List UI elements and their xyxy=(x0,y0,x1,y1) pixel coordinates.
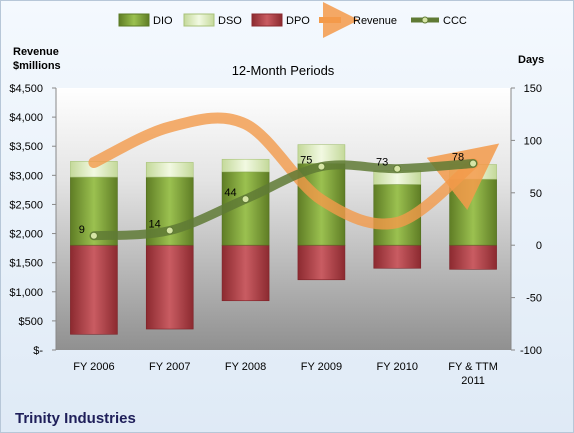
category-label: FY 2007 xyxy=(149,361,190,373)
bar-dpo xyxy=(145,244,194,330)
legend: DIO DSO DPO Revenue CCC xyxy=(118,2,467,38)
category-label: FY 2010 xyxy=(377,361,418,373)
left-tick-label: $4,500 xyxy=(9,83,43,95)
right-tick-label: -50 xyxy=(526,293,542,305)
right-tick-label: 0 xyxy=(536,240,542,252)
left-tick-label: $2,000 xyxy=(9,229,43,241)
bar-dio xyxy=(449,178,497,246)
legend-label-revenue: Revenue xyxy=(353,15,397,27)
plot-area xyxy=(56,88,511,350)
category-label: 2011 xyxy=(461,375,485,387)
left-tick-label: $4,000 xyxy=(9,112,43,124)
legend-swatch-dio xyxy=(118,13,150,27)
right-tick-label: 100 xyxy=(524,135,542,147)
ccc-data-label: 78 xyxy=(452,151,464,163)
legend-swatch-dpo xyxy=(251,13,283,27)
bar-dpo xyxy=(373,244,422,269)
left-tick-label: $2,500 xyxy=(9,199,43,211)
ccc-data-label: 14 xyxy=(149,219,161,231)
legend-swatch-dso xyxy=(183,13,215,27)
ccc-data-label: 73 xyxy=(376,157,388,169)
ccc-point xyxy=(165,226,174,235)
lines-group: 9 14 44 75 73 78 xyxy=(79,112,500,241)
chart-title: 12-Month Periods xyxy=(232,63,335,78)
ccc-point xyxy=(89,231,98,240)
bar-dpo xyxy=(449,244,497,270)
company-name: Trinity Industries xyxy=(15,410,136,427)
left-tick-label: $1,000 xyxy=(9,287,43,299)
ccc-point xyxy=(241,195,250,204)
category-label: FY 2006 xyxy=(73,361,114,373)
bar-dso xyxy=(221,158,270,173)
ccc-point xyxy=(469,159,478,168)
revenue-line xyxy=(88,112,500,230)
right-tick-label: 50 xyxy=(530,188,542,200)
right-axis-label: Days xyxy=(518,54,544,66)
category-label: FY 2009 xyxy=(301,361,342,373)
bar-dso xyxy=(145,162,194,178)
legend-label-dso: DSO xyxy=(218,15,242,27)
category-label: FY & TTM xyxy=(448,361,498,373)
left-tick-label: $500 xyxy=(19,316,43,328)
bar-dpo xyxy=(221,244,270,302)
left-axis-label-line1: Revenue xyxy=(13,46,59,58)
bar-dpo xyxy=(297,244,346,281)
left-tick-label: $3,000 xyxy=(9,170,43,182)
ccc-data-label: 75 xyxy=(300,155,312,167)
left-tick-label: $1,500 xyxy=(9,258,43,270)
legend-marker-ccc xyxy=(421,16,429,24)
ccc-point xyxy=(317,162,326,171)
category-label: FY 2008 xyxy=(225,361,266,373)
left-tick-label: $- xyxy=(33,345,43,357)
axes-group: $- $500 $1,000 $1,500 $2,000 $2,500 $3,000 $3,5… xyxy=(9,83,542,387)
right-tick-label: -100 xyxy=(520,345,542,357)
left-axis-label-line2: $millions xyxy=(13,60,61,72)
ccc-data-label: 9 xyxy=(79,224,85,236)
legend-label-dpo: DPO xyxy=(286,15,310,27)
ccc-point xyxy=(393,164,402,173)
right-tick-label: 150 xyxy=(524,83,542,95)
ccc-line xyxy=(89,158,478,241)
bar-dpo xyxy=(70,244,118,335)
left-tick-label: $3,500 xyxy=(9,141,43,153)
legend-label-ccc: CCC xyxy=(443,15,467,27)
legend-label-dio: DIO xyxy=(153,15,173,27)
ccc-data-label: 44 xyxy=(224,187,236,199)
